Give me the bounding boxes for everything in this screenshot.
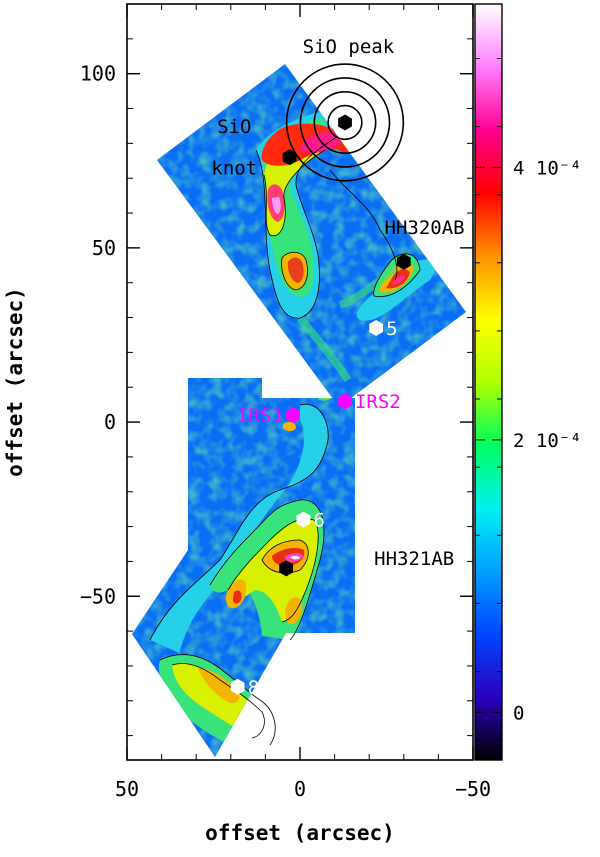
source-marker bbox=[286, 407, 300, 424]
sio-peak-ring bbox=[313, 90, 377, 154]
map-annotation: HH320AB bbox=[385, 217, 465, 239]
colorbar: 0 2 10⁻⁴ 4 10⁻⁴ bbox=[474, 3, 582, 761]
marker-layer: IRS1 IRS2 5 6 8 bbox=[230, 114, 411, 699]
map-annotation: SiO peak bbox=[303, 36, 395, 58]
x-axis-title: offset (arcsec) bbox=[205, 821, 395, 845]
y-tick-label: 100 bbox=[80, 62, 116, 86]
source-marker bbox=[296, 511, 311, 528]
source-marker bbox=[282, 149, 297, 166]
source-marker-label: 5 bbox=[386, 318, 397, 340]
source-marker-label: 6 bbox=[313, 510, 324, 532]
source-marker-label: 8 bbox=[248, 677, 259, 699]
upper-field bbox=[157, 64, 466, 407]
colorbar-ticks bbox=[475, 57, 502, 741]
y-tick-label: −50 bbox=[80, 584, 116, 608]
colorbar-tick-label: 0 bbox=[513, 702, 524, 724]
source-marker-label: IRS1 bbox=[237, 405, 283, 427]
source-marker bbox=[279, 560, 294, 577]
colorbar-labels: 0 2 10⁻⁴ 4 10⁻⁴ bbox=[513, 157, 582, 724]
colorbar-tick-label: 4 10⁻⁴ bbox=[513, 157, 582, 179]
sio-peak-ring bbox=[285, 63, 405, 182]
source-marker bbox=[396, 253, 411, 270]
source-marker bbox=[369, 320, 383, 336]
tick-labels: 50 0 −50 100 50 0 −50 bbox=[80, 62, 491, 801]
colorbar-gradient bbox=[474, 3, 503, 761]
x-tick-label: −50 bbox=[455, 777, 491, 801]
x-tick-label: 0 bbox=[294, 777, 306, 801]
source-marker bbox=[230, 678, 245, 695]
sio-peak-ring bbox=[327, 104, 363, 141]
lower-field bbox=[132, 378, 355, 757]
map-annotation: knot bbox=[211, 158, 257, 180]
colorbar-tick-label: 2 10⁻⁴ bbox=[513, 430, 582, 452]
y-tick-label: 50 bbox=[92, 236, 116, 260]
source-marker bbox=[338, 114, 352, 131]
source-marker-label: IRS2 bbox=[355, 391, 401, 413]
y-axis-title: offset (arcsec) bbox=[3, 287, 27, 477]
annotation-layer: SiO peak SiO knot HH320AB HH321AB bbox=[211, 36, 464, 570]
sio-peak-rings bbox=[285, 63, 405, 182]
major-ticks bbox=[126, 4, 474, 760]
map-annotation: HH321AB bbox=[374, 548, 454, 570]
source-marker bbox=[338, 393, 352, 410]
sio-peak-ring bbox=[299, 77, 391, 168]
map-annotation: SiO bbox=[217, 116, 251, 138]
x-tick-label: 50 bbox=[115, 777, 139, 801]
map-image bbox=[132, 64, 466, 757]
y-tick-label: 0 bbox=[104, 410, 116, 434]
